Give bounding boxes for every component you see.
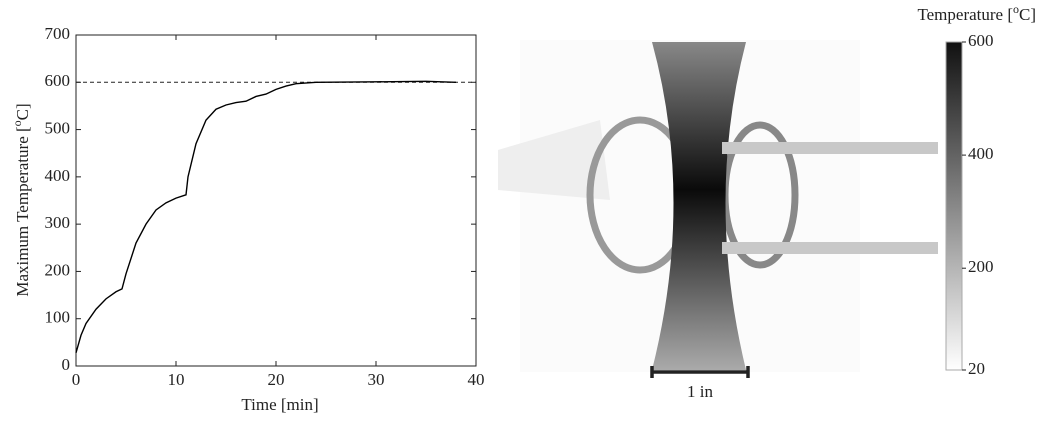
x-tick-label: 0	[72, 370, 81, 389]
colorbar-tick-label: 20	[968, 359, 985, 378]
figure: 1 in Temperature [oC] Time [min] Maximum…	[0, 0, 1038, 421]
y-axis-title: Maximum Temperature [oC]	[10, 103, 32, 296]
label-part: C]	[1019, 5, 1036, 24]
x-tick-label: 10	[168, 370, 185, 389]
y-tick-label: 400	[45, 166, 71, 185]
x-axis-title: Time [min]	[241, 395, 318, 414]
y-tick-label: 500	[45, 118, 71, 137]
y-tick-label: 300	[45, 213, 71, 232]
x-tick-label: 30	[368, 370, 385, 389]
y-tick-label: 600	[45, 71, 71, 90]
colorbar-tick-label: 600	[968, 31, 994, 50]
scale-bar-label: 1 in	[687, 382, 713, 401]
label-part: Temperature [	[917, 5, 1013, 24]
y-tick-label: 200	[45, 260, 71, 279]
y-tick-label: 100	[45, 308, 71, 327]
plot-frame	[76, 35, 476, 366]
label-part: C]	[13, 103, 32, 120]
y-tick-label: 0	[62, 355, 71, 374]
colorbar	[946, 42, 962, 370]
colorbar-title: Temperature [oC]	[917, 2, 1036, 24]
x-tick-label: 20	[268, 370, 285, 389]
rod-top	[722, 142, 938, 154]
colorbar-tick-label: 400	[968, 144, 994, 163]
thermal-image: 1 in Temperature [oC]	[498, 2, 1036, 401]
colorbar-tick-label: 200	[968, 257, 994, 276]
label-part: Maximum Temperature [	[13, 126, 32, 297]
rod-bottom	[722, 242, 938, 254]
y-tick-label: 700	[45, 24, 71, 43]
x-tick-label: 40	[468, 370, 485, 389]
page: {"chart_data": {"type": "line", "y_label…	[0, 0, 1038, 421]
data-line	[76, 81, 456, 352]
